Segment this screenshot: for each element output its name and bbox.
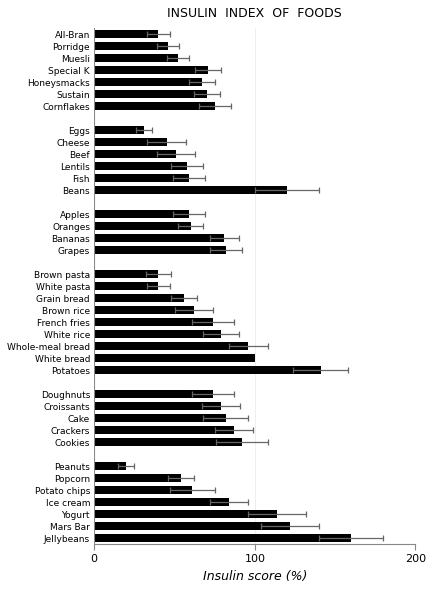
Bar [94, 222, 191, 230]
Bar [94, 438, 242, 446]
Bar [94, 90, 207, 99]
Bar [94, 66, 208, 74]
Bar [94, 186, 287, 194]
Bar [94, 366, 321, 374]
Bar [94, 342, 249, 350]
Bar [94, 234, 224, 242]
Bar [94, 174, 189, 182]
Bar [94, 78, 202, 86]
Bar [94, 402, 221, 410]
Bar [94, 270, 158, 278]
Bar [94, 150, 176, 158]
Bar [94, 54, 178, 63]
Bar [94, 102, 215, 110]
Bar [94, 486, 192, 494]
Bar [94, 138, 167, 146]
Bar [94, 510, 278, 518]
X-axis label: Insulin score (%): Insulin score (%) [203, 570, 307, 583]
Bar [94, 30, 158, 38]
Bar [94, 294, 184, 302]
Bar [94, 282, 158, 290]
Bar [94, 162, 187, 171]
Bar [94, 426, 234, 434]
Bar [94, 534, 351, 542]
Bar [94, 462, 126, 470]
Bar [94, 246, 226, 254]
Bar [94, 210, 189, 218]
Bar [94, 390, 213, 398]
Bar [94, 306, 194, 314]
Bar [94, 354, 255, 362]
Title: INSULIN  INDEX  OF  FOODS: INSULIN INDEX OF FOODS [168, 7, 342, 20]
Bar [94, 498, 229, 506]
Bar [94, 126, 144, 135]
Bar [94, 522, 290, 530]
Bar [94, 474, 181, 482]
Bar [94, 414, 226, 422]
Bar [94, 318, 213, 326]
Bar [94, 330, 221, 338]
Bar [94, 42, 168, 50]
